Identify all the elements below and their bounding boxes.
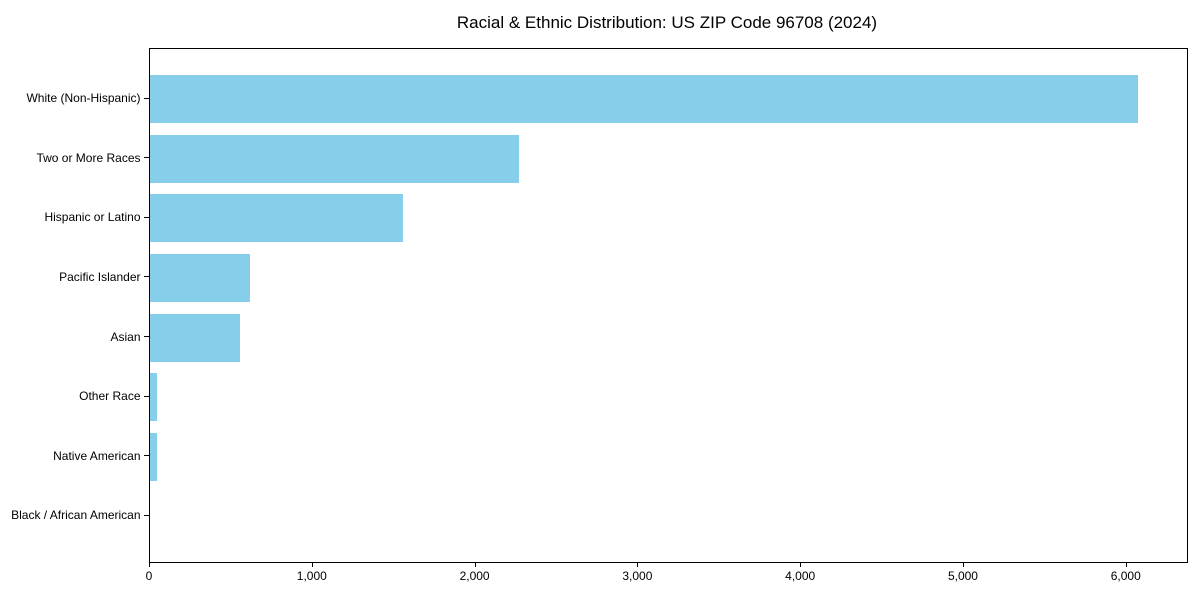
bar-white-non-hispanic <box>149 75 1138 123</box>
x-tick-label: 6,000 <box>1110 568 1141 583</box>
plot-area <box>148 47 1188 563</box>
y-tick-mark <box>143 276 149 278</box>
y-tick-label: Other Race <box>79 389 141 404</box>
y-tick-label: White (Non-Hispanic) <box>26 91 141 105</box>
x-tick-mark <box>474 561 476 567</box>
y-tick-mark <box>143 455 149 457</box>
y-tick-label: Native American <box>53 448 141 463</box>
x-tick-mark <box>637 561 639 567</box>
x-tick-label: 2,000 <box>459 568 490 583</box>
bar-hispanic-or-latino <box>149 194 404 243</box>
y-tick-label: Black / African American <box>11 508 141 523</box>
x-tick-label: 0 <box>145 568 153 583</box>
y-tick-label: Pacific Islander <box>59 269 141 284</box>
bar-other-race <box>149 373 158 422</box>
bar-native-american <box>149 432 157 481</box>
y-tick-label: Asian <box>110 329 141 344</box>
x-tick-label: 1,000 <box>296 568 327 583</box>
y-tick-mark <box>143 216 149 218</box>
y-tick-label: Hispanic or Latino <box>44 210 141 225</box>
bar-two-or-more-races <box>149 134 520 183</box>
bar-pacific-islander <box>149 253 251 302</box>
x-tick-label: 3,000 <box>622 568 653 583</box>
bar-asian <box>149 313 240 362</box>
y-tick-label: Two or More Races <box>36 150 141 165</box>
x-tick-mark <box>800 561 802 567</box>
x-tick-mark <box>149 561 150 567</box>
x-tick-mark <box>962 561 964 567</box>
chart-title: Racial & Ethnic Distribution: US ZIP Cod… <box>456 13 878 32</box>
y-tick-mark <box>143 97 149 99</box>
x-tick-mark <box>1125 561 1127 567</box>
y-tick-mark <box>143 395 149 397</box>
y-tick-mark <box>143 514 149 516</box>
y-tick-mark <box>143 157 149 159</box>
x-tick-label: 4,000 <box>785 568 816 583</box>
x-tick-mark <box>311 561 313 567</box>
y-tick-mark <box>143 336 149 338</box>
x-tick-label: 5,000 <box>947 568 978 583</box>
